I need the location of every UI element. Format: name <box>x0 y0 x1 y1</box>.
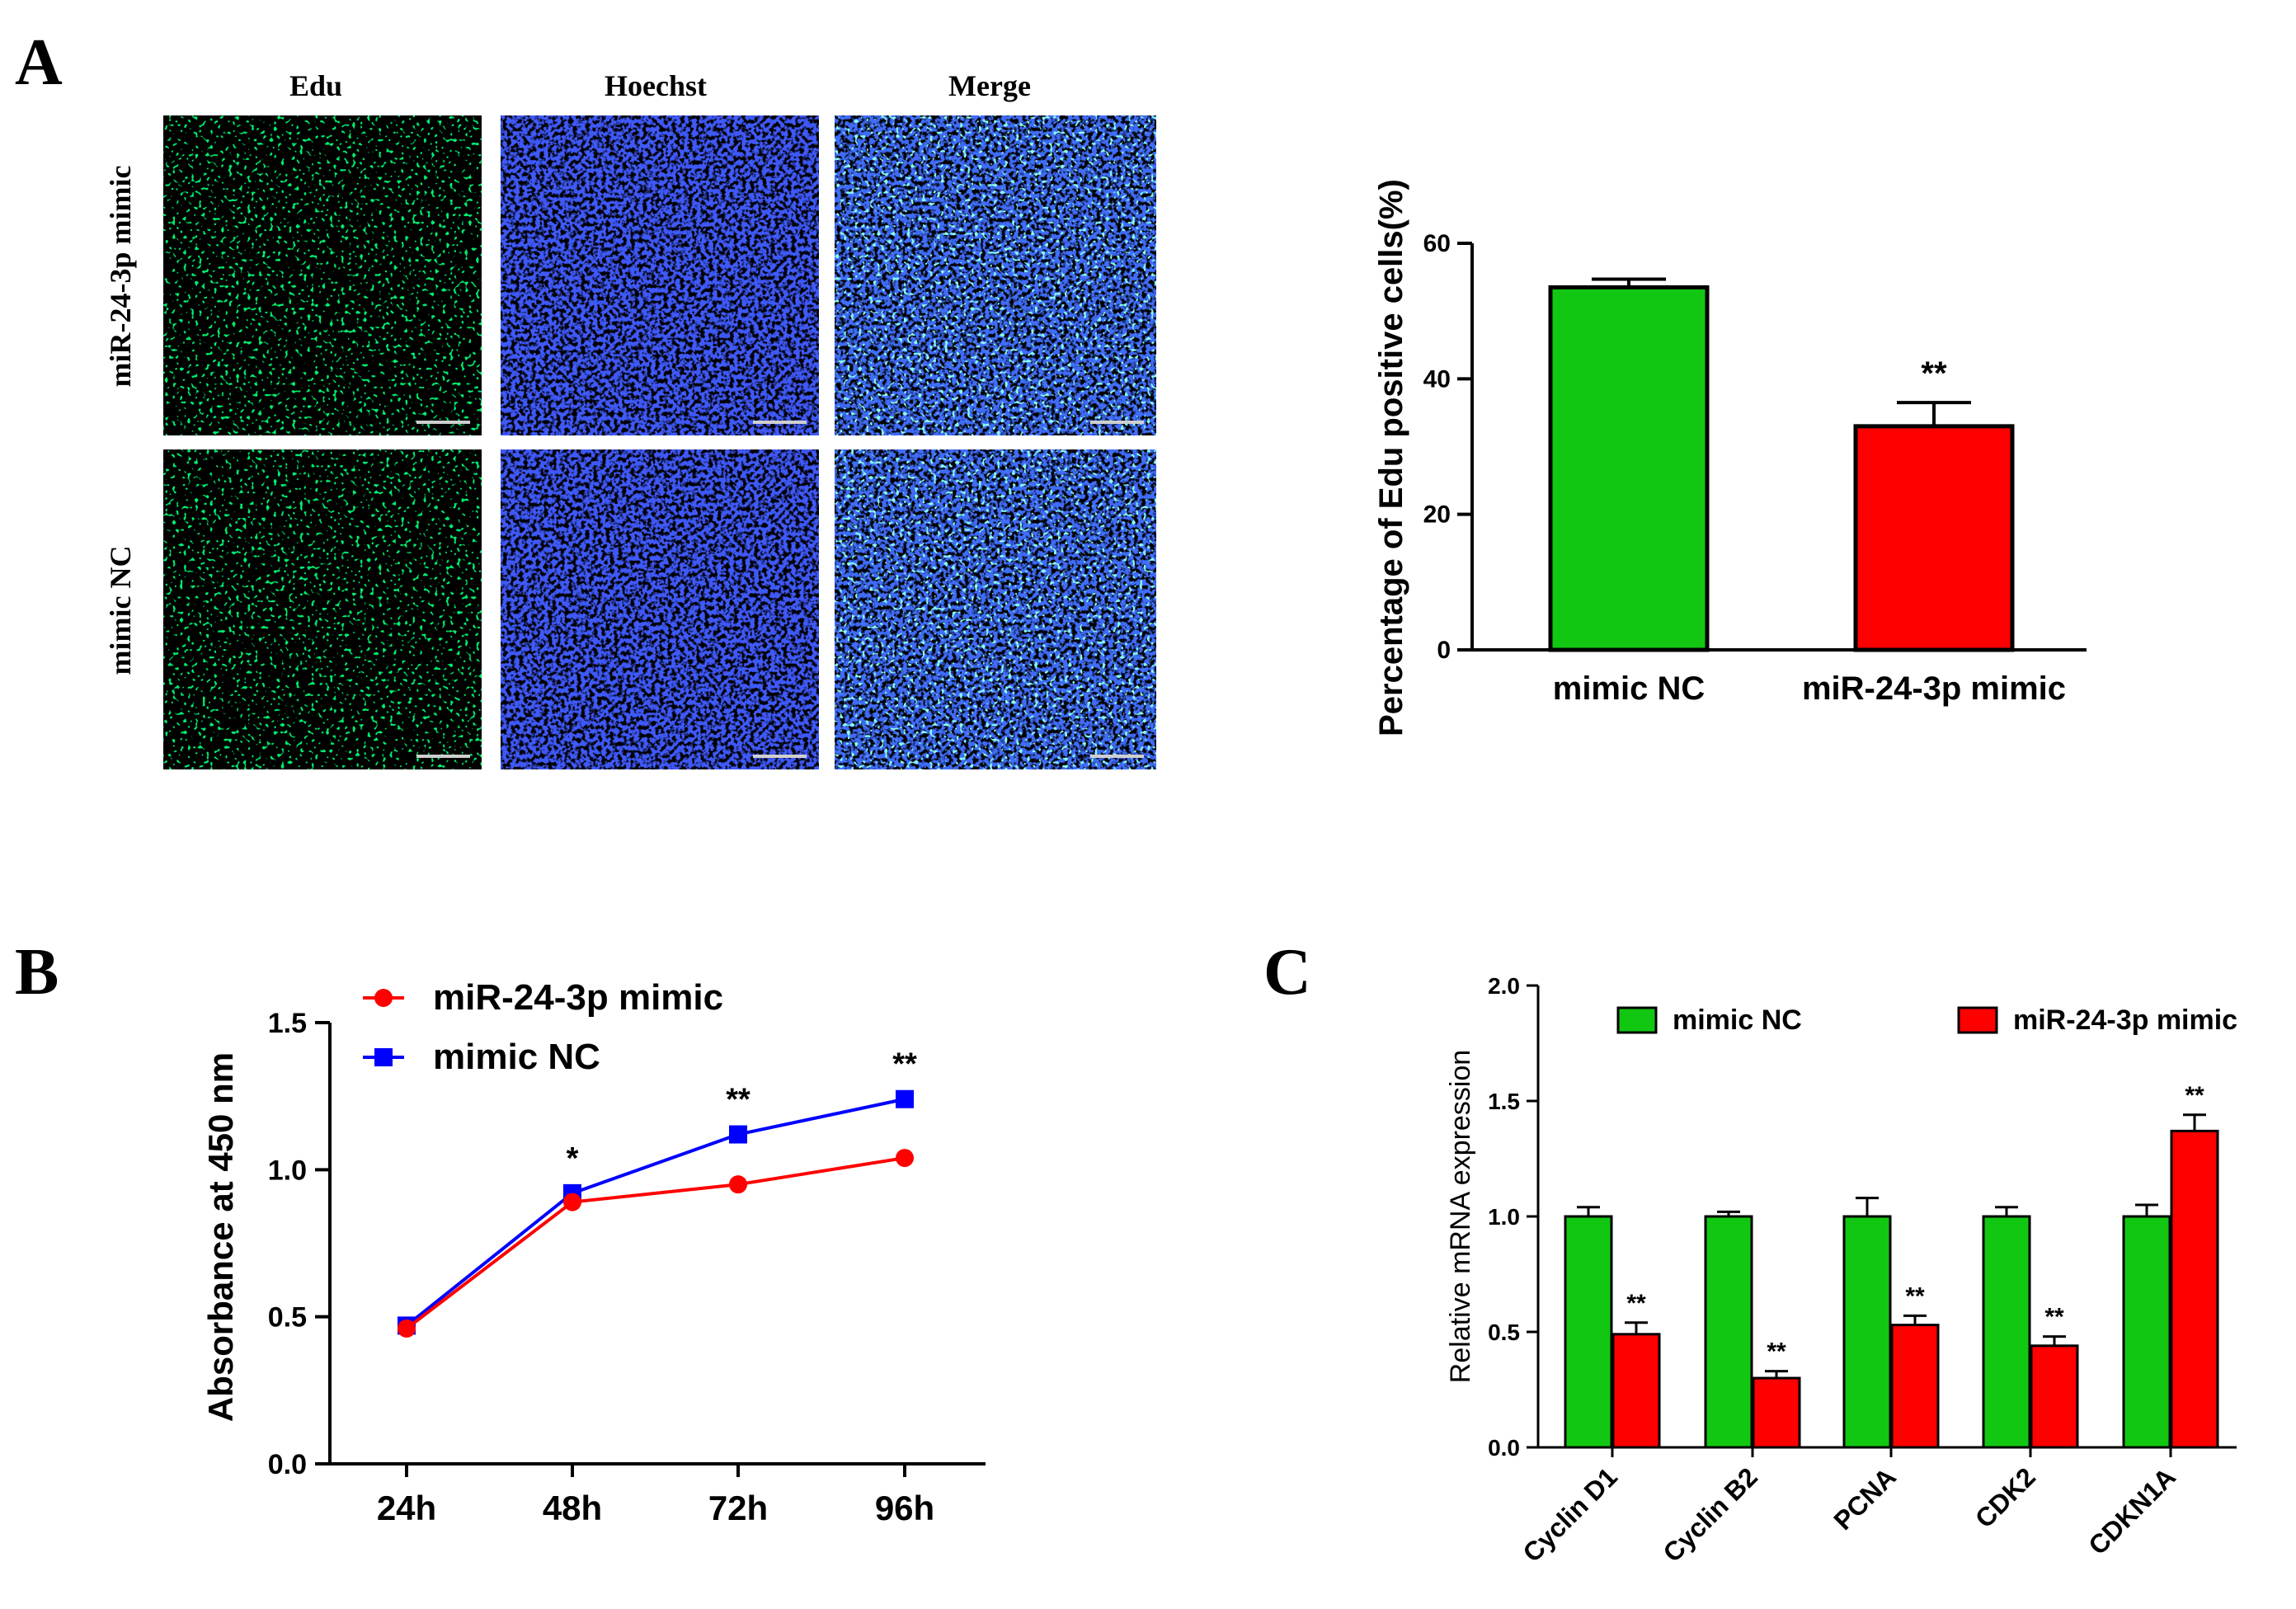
significance-label: ** <box>726 1083 750 1117</box>
microscopy-image-merge-cells <box>835 449 1156 769</box>
y-tick-label: 1.5 <box>268 1008 307 1039</box>
microscopy-image-hoechst-cells <box>501 115 819 435</box>
bar <box>1752 1376 1801 1449</box>
microscopy-column-label: Merge <box>948 69 1031 102</box>
microscopy-row-label: miR-24-3p mimic <box>104 166 137 388</box>
edu-bar-chart: 0 20 40 60 mimic NC miR-24-3p mimic ** Percenta… <box>1373 179 2087 736</box>
bar <box>1890 1324 1940 1449</box>
x-tick-label: 24h <box>377 1489 436 1527</box>
significance-label: ** <box>892 1047 917 1082</box>
legend-label: mimic NC <box>1673 1004 1802 1036</box>
bar <box>2122 1215 2171 1449</box>
y-tick-label: 0.0 <box>268 1449 307 1480</box>
legend-marker <box>374 989 393 1007</box>
data-point <box>896 1089 914 1108</box>
data-point <box>729 1125 747 1144</box>
x-tick-label: miR-24-3p mimic <box>1802 670 2066 707</box>
legend-label: mimic NC <box>433 1037 600 1077</box>
legend-label: miR-24-3p mimic <box>433 977 723 1018</box>
bar <box>1982 1215 2031 1449</box>
panel-label-a: A <box>15 26 63 99</box>
y-axis-title: Absorbance at 450 nm <box>201 1052 240 1422</box>
y-tick-label: 0.5 <box>268 1302 307 1334</box>
microscopy-image-edu-cells <box>163 449 482 769</box>
bar <box>1704 1215 1753 1449</box>
panel-label-b: B <box>15 936 59 1009</box>
bar <box>2030 1344 2079 1449</box>
mrna-bar-chart: 0.0 0.5 1.0 1.5 2.0 ** Cyclin D1 ** Cyclin B2 ** P… <box>1445 973 2237 1568</box>
significance-label: ** <box>1767 1338 1786 1366</box>
legend-marker <box>374 1048 393 1066</box>
significance-label: ** <box>2044 1304 2064 1331</box>
significance-label: ** <box>1626 1290 1646 1317</box>
bar <box>1564 1215 1613 1449</box>
x-tick-label: Cyclin B2 <box>1657 1461 1763 1568</box>
significance-label: * <box>567 1141 579 1176</box>
data-point <box>398 1319 416 1338</box>
y-tick-label: 2.0 <box>1488 973 1520 999</box>
bar <box>1611 1333 1661 1449</box>
legend-swatch <box>1957 1006 1998 1034</box>
bar <box>1853 424 2015 652</box>
significance-label: ** <box>2185 1082 2204 1109</box>
data-point <box>563 1193 581 1211</box>
x-tick-label: 48h <box>543 1489 602 1527</box>
y-tick-label: 0.5 <box>1488 1320 1520 1345</box>
y-tick-label: 20 <box>1423 501 1451 529</box>
y-tick-label: 0.0 <box>1488 1435 1520 1461</box>
x-tick-label: 96h <box>875 1489 934 1527</box>
significance-label: ** <box>1921 355 1947 392</box>
x-tick-label: mimic NC <box>1553 670 1706 707</box>
legend-label: miR-24-3p mimic <box>2013 1004 2237 1036</box>
y-tick-label: 1.0 <box>1488 1204 1520 1230</box>
y-tick-label: 0 <box>1437 637 1451 664</box>
microscopy-row-label: mimic NC <box>104 546 137 675</box>
x-tick-label: Cyclin D1 <box>1517 1461 1623 1568</box>
y-tick-label: 1.0 <box>268 1155 307 1186</box>
microscopy-grid: Edu Hoechst Merge miR-24-3p mimic mimic … <box>104 69 1156 769</box>
x-tick-label: CDK2 <box>1969 1461 2041 1533</box>
microscopy-image-edu-cells <box>163 115 482 435</box>
microscopy-image-merge-cells <box>835 115 1156 435</box>
y-tick-label: 1.5 <box>1488 1089 1520 1114</box>
series-line <box>405 1097 906 1327</box>
legend-swatch <box>1616 1006 1658 1034</box>
bar <box>1548 285 1710 652</box>
bar <box>2170 1129 2219 1449</box>
bar <box>1842 1215 1892 1449</box>
y-tick-label: 40 <box>1423 365 1451 393</box>
microscopy-image-hoechst-cells <box>501 449 819 769</box>
series-line <box>405 1156 906 1330</box>
microscopy-column-label: Hoechst <box>605 69 707 102</box>
y-axis-title: Percentage of Edu positive cells(%) <box>1373 179 1409 736</box>
x-tick-label: CDKN1A <box>2082 1461 2181 1560</box>
microscopy-column-label: Edu <box>289 69 342 102</box>
x-tick-label: PCNA <box>1828 1461 1902 1536</box>
y-axis-title: Relative mRNA expression <box>1445 1050 1476 1383</box>
significance-label: ** <box>1905 1282 1925 1310</box>
y-tick-label: 60 <box>1423 230 1451 257</box>
data-point <box>729 1175 747 1194</box>
data-point <box>896 1149 914 1168</box>
panel-label-c: C <box>1263 936 1311 1009</box>
x-tick-label: 72h <box>708 1489 768 1527</box>
